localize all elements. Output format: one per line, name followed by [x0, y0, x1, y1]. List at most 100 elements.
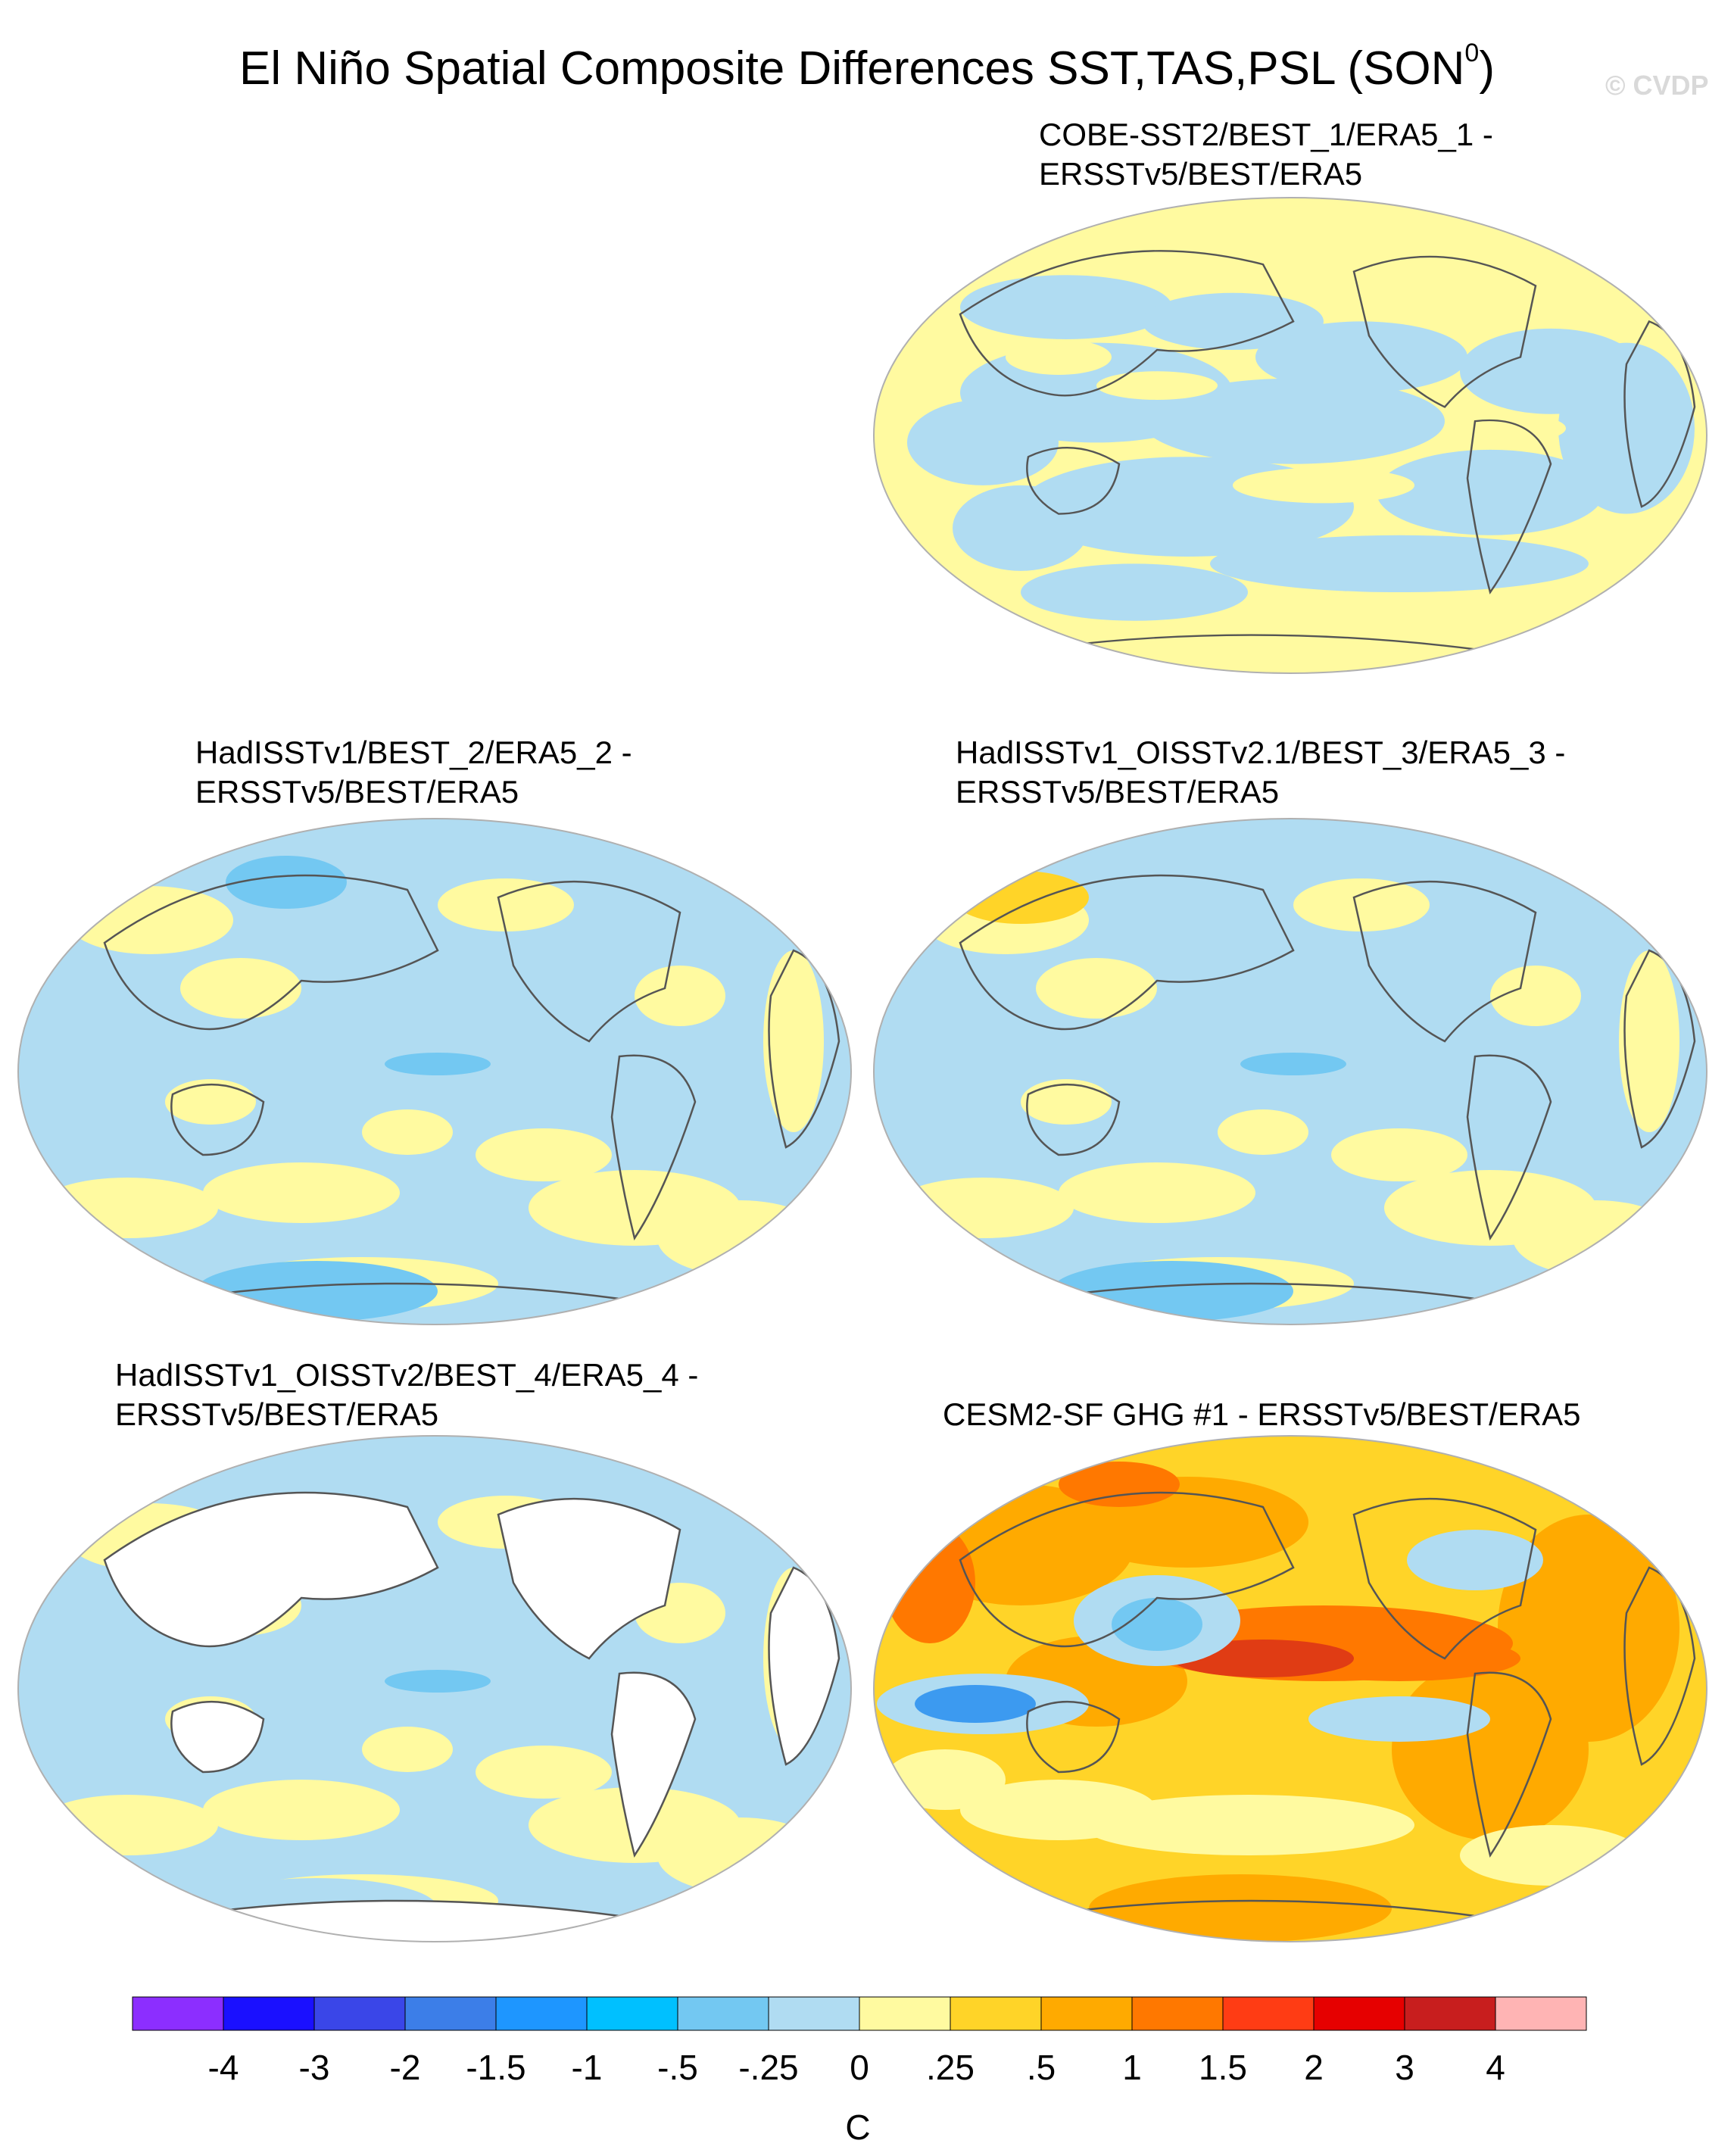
panel-1-title: COBE-SST2/BEST_1/ERA5_1 - ERSSTv5/BEST/E… [1039, 115, 1493, 194]
coastline [1352, 255, 1537, 408]
coastline [610, 1671, 697, 1858]
coastline [1026, 1700, 1121, 1774]
colorbar-tick-label: 3 [1395, 2048, 1414, 2087]
main-title-superscript: 0 [1464, 39, 1480, 67]
anomaly-patch [960, 1780, 1157, 1840]
colorbar-tick-label: 2 [1304, 2048, 1324, 2087]
coastline [103, 874, 439, 1031]
anomaly-patch [1460, 1825, 1642, 1886]
anomaly-patch [1089, 1874, 1392, 1942]
anomaly-patch [1036, 958, 1157, 1019]
land-outlines [103, 1491, 840, 1942]
panel-5-title-line1: CESM2-SF GHG #1 - ERSSTv5/BEST/ERA5 [943, 1396, 1581, 1432]
panel-5-title: CESM2-SF GHG #1 - ERSSTv5/BEST/ERA5 [943, 1395, 1581, 1434]
panel-3-title: HadISSTv1_OISSTv2.1/BEST_3/ERA5_3 - ERSS… [956, 733, 1565, 812]
map-field [874, 1436, 1707, 1942]
land-outlines [959, 250, 1696, 673]
colorbar-tick-label: -2 [390, 2048, 421, 2087]
panel-1-title-line1: COBE-SST2/BEST_1/ERA5_1 - [1039, 117, 1493, 152]
anomaly-patch [1096, 371, 1218, 400]
map-border [17, 818, 853, 1325]
anomaly-patch [1233, 467, 1414, 504]
anomaly-patch [385, 1670, 491, 1693]
anomaly-patch [1081, 1795, 1414, 1855]
anomaly-patch [1142, 378, 1445, 464]
coastline [1019, 1899, 1492, 1942]
anomaly-patch [1112, 1598, 1202, 1651]
anomaly-patch [476, 1746, 612, 1799]
anomaly-patch [763, 950, 824, 1132]
coastline [1026, 1083, 1121, 1156]
colorbar-tick-label: -.25 [738, 2048, 798, 2087]
anomaly-patch [1051, 1261, 1293, 1321]
anomaly-patch [1255, 321, 1467, 393]
colorbar-unit: C [845, 2108, 870, 2147]
coastline [1466, 419, 1552, 594]
anomaly-patch [657, 1817, 824, 1893]
anomaly-patch [1308, 1696, 1490, 1742]
map-border [17, 1435, 853, 1942]
anomaly-patch [1407, 1530, 1543, 1590]
colorbar-tick-label: 4 [1486, 2048, 1505, 2087]
colorbar-tick-label: -4 [208, 2048, 239, 2087]
anomaly-patch [180, 958, 301, 1019]
colorbar-box [495, 1996, 588, 2031]
panel-4-title-line2: ERSSTv5/BEST/ERA5 [115, 1396, 439, 1432]
colorbar-boxes [132, 1996, 1587, 2031]
coastline [1019, 634, 1492, 673]
map-panel-1 [872, 197, 1708, 674]
anomaly-patch [165, 1079, 256, 1125]
anomaly-patch [1619, 950, 1679, 1132]
colorbar-tick-label: .5 [1027, 2048, 1056, 2087]
anomaly-patch [1059, 1162, 1255, 1223]
coastline [1352, 880, 1537, 1043]
anomaly-patch [362, 1109, 453, 1155]
colorbar-box [313, 1996, 406, 2031]
colorbar-tick-label: 1.5 [1199, 2048, 1247, 2087]
anomaly-patch [226, 856, 347, 909]
coastline [103, 1491, 439, 1648]
map-panel-3 [872, 818, 1708, 1325]
colorbar-box [1040, 1996, 1133, 2031]
colorbar-box [1131, 1996, 1224, 2031]
anomaly-patch [362, 1727, 453, 1772]
anomaly-patch [1210, 535, 1589, 593]
coastline [610, 1054, 697, 1241]
panel-3-title-line1: HadISSTv1_OISSTv2.1/BEST_3/ERA5_3 - [956, 735, 1566, 770]
coastline [170, 1700, 265, 1774]
colorbar-box [404, 1996, 497, 2031]
anomaly-patch [1331, 1128, 1467, 1181]
panel-2-title-line2: ERSSTv5/BEST/ERA5 [195, 774, 519, 810]
colorbar-tick-label: 0 [850, 2048, 869, 2087]
anomaly-patch [1021, 1079, 1112, 1125]
coastline [164, 1899, 636, 1942]
panel-4-title: HadISSTv1_OISSTv2/BEST_4/ERA5_4 - ERSSTv… [115, 1356, 698, 1434]
colorbar-tick-label: -.5 [657, 2048, 698, 2087]
anomaly-patch [657, 1200, 824, 1276]
anomaly-patch [438, 878, 574, 931]
coastline [959, 250, 1295, 397]
panel-3-title-line2: ERSSTv5/BEST/ERA5 [956, 774, 1280, 810]
coastline [170, 1083, 265, 1156]
colorbar-tick-label: .25 [926, 2048, 975, 2087]
colorbar-box [1313, 1996, 1405, 2031]
coastline [1466, 1671, 1552, 1858]
anomaly-patch [1006, 339, 1112, 375]
colorbar-box [223, 1996, 315, 2031]
map-border [872, 818, 1708, 1325]
panel-1-title-line2: ERSSTv5/BEST/ERA5 [1039, 156, 1363, 192]
land-outlines [959, 874, 1696, 1324]
anomaly-patch [884, 1749, 1006, 1810]
anomaly-patch [1460, 413, 1566, 443]
colorbar-labels: -4 -3 -2 -1.5 -1 -.5 -.25 0 .25 .5 1 1.5 2 3 4 [208, 2048, 1505, 2087]
coastline [497, 880, 681, 1043]
coastline [497, 1497, 681, 1660]
colorbar-tick-label: -1.5 [466, 2048, 526, 2087]
anomaly-patch [1021, 563, 1248, 621]
colorbar-box [950, 1996, 1042, 2031]
map-panel-4 [17, 1435, 853, 1942]
coastline [1466, 1054, 1552, 1241]
anomaly-patch [1240, 1053, 1346, 1075]
coastline [164, 1282, 636, 1324]
colorbar-box [1222, 1996, 1315, 2031]
